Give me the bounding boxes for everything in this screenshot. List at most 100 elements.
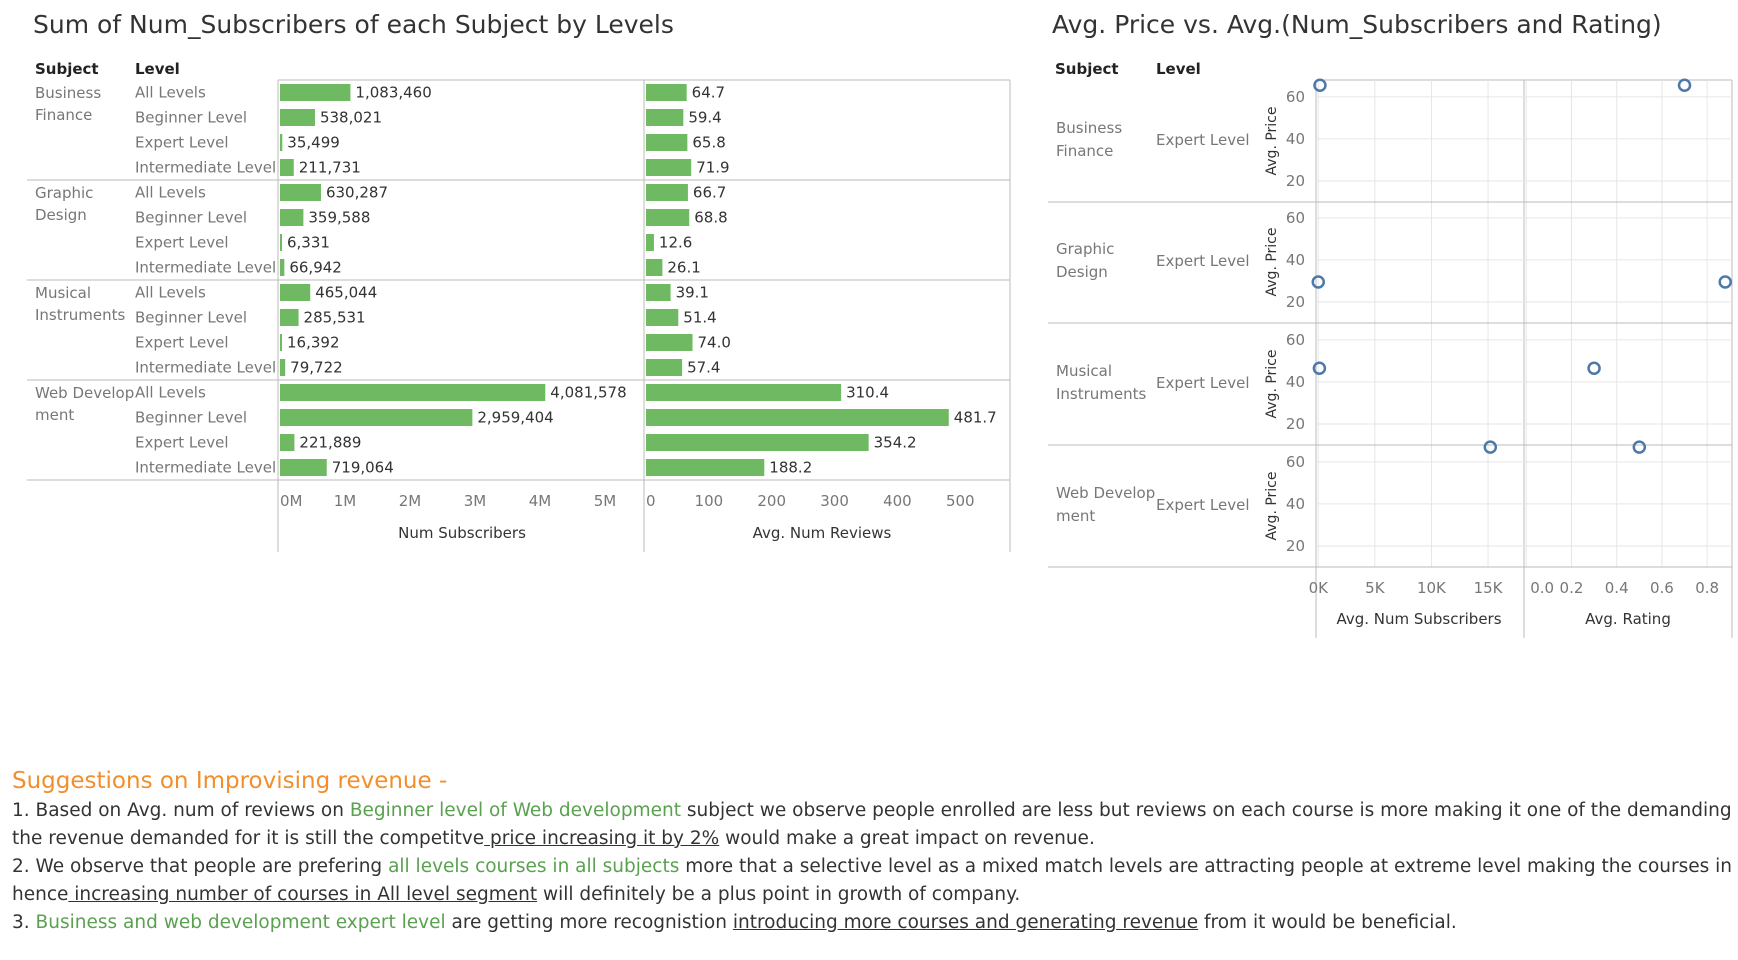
underline-increase-courses: increasing number of courses in All leve… xyxy=(68,884,538,905)
subscribers-value-label: 630,287 xyxy=(326,184,388,202)
subscribers-tick-label: 3M xyxy=(464,492,487,510)
reviews-value-label: 481.7 xyxy=(954,409,997,427)
suggestion-2-line-2: hence increasing number of courses in Al… xyxy=(12,884,1021,905)
reviews-bar xyxy=(646,409,949,426)
scatter-x-tick-label: 10K xyxy=(1417,579,1447,597)
reviews-bar xyxy=(646,459,765,476)
scatter-point-rating xyxy=(1718,275,1732,289)
scatter-x-tick-label: 0.6 xyxy=(1650,579,1674,597)
scatter-y-tick-label: 60 xyxy=(1286,88,1305,106)
reviews-value-label: 39.1 xyxy=(676,284,709,302)
scatter-y-tick-label: 20 xyxy=(1286,293,1305,311)
dashboard-charts: Subject Level Business Finance Graphic Design… xyxy=(27,60,1733,638)
subscribers-bar xyxy=(280,459,327,476)
bar-subject-label: Musical xyxy=(35,284,91,302)
scatter-point-subscribers xyxy=(1313,78,1327,93)
scatter-level-label: Expert Level xyxy=(1156,131,1250,149)
subscribers-bar xyxy=(280,234,282,251)
suggestion-1-line-1: 1. Based on Avg. num of reviews on Begin… xyxy=(12,800,1738,821)
bar-level-label: All Levels xyxy=(135,84,206,102)
subscribers-value-label: 465,044 xyxy=(315,284,377,302)
subscribers-bar xyxy=(280,434,295,451)
subscribers-bar xyxy=(280,259,285,276)
scatter-x-tick-label: 0.2 xyxy=(1560,579,1584,597)
subscribers-bar xyxy=(280,184,321,201)
scatter-y-tick-label: 20 xyxy=(1286,415,1305,433)
suggestions-heading: Suggestions on Improvising revenue - xyxy=(12,768,448,794)
subscribers-bar xyxy=(280,159,294,176)
bar-subject-label: ment xyxy=(35,406,74,424)
reviews-bar xyxy=(646,234,654,251)
subscribers-value-label: 285,531 xyxy=(304,309,366,327)
scatter-subject-label: Business xyxy=(1056,119,1122,137)
subscribers-bar xyxy=(280,309,299,326)
suggestions-panel: Suggestions on Improvising revenue - 1. … xyxy=(12,765,1738,937)
subscribers-tick-label: 1M xyxy=(334,492,357,510)
reviews-bar xyxy=(646,159,692,176)
subscribers-value-label: 221,889 xyxy=(299,434,361,452)
scatter-y-tick-label: 40 xyxy=(1286,373,1305,391)
subscribers-value-label: 35,499 xyxy=(287,134,340,152)
reviews-value-label: 26.1 xyxy=(667,259,700,277)
reviews-value-label: 64.7 xyxy=(692,84,725,102)
scatter-y-tick-label: 20 xyxy=(1286,537,1305,555)
subscribers-value-label: 2,959,404 xyxy=(477,409,553,427)
reviews-tick-label: 400 xyxy=(883,492,912,510)
bar-level-label: Beginner Level xyxy=(135,209,247,227)
reviews-value-label: 354.2 xyxy=(874,434,917,452)
highlight-beginner-web: Beginner level of Web development xyxy=(349,800,681,821)
scatter-x-tick-label: 0K xyxy=(1309,579,1330,597)
underline-price-increase: price increasing it by 2% xyxy=(484,828,720,849)
reviews-value-label: 59.4 xyxy=(688,109,721,127)
scatter-y-axis-title: Avg. Price xyxy=(1264,350,1280,419)
bar-level-label: Beginner Level xyxy=(135,409,247,427)
right-chart-title: Avg. Price vs. Avg.(Num_Subscribers and … xyxy=(1052,10,1662,39)
reviews-tick-label: 500 xyxy=(946,492,975,510)
scatter-point-rating xyxy=(1677,78,1692,93)
reviews-bar xyxy=(646,109,684,126)
subscribers-tick-label: 0M xyxy=(280,492,303,510)
bar-subject-label: Web Develop xyxy=(35,384,134,402)
scatter-level-label: Expert Level xyxy=(1156,496,1250,514)
scatter-y-tick-label: 60 xyxy=(1286,209,1305,227)
scatter-point-rating xyxy=(1632,440,1647,454)
bar-header-level: Level xyxy=(135,60,180,78)
reviews-axis-title: Avg. Num Reviews xyxy=(753,524,892,542)
reviews-bar xyxy=(646,334,693,351)
reviews-bar xyxy=(646,84,687,101)
bar-level-label: Expert Level xyxy=(135,234,229,252)
highlight-all-levels: all levels courses in all subjects xyxy=(388,856,680,877)
subscribers-tick-label: 5M xyxy=(594,492,617,510)
scatter-subject-label: Web Develop xyxy=(1056,484,1155,502)
scatter-x-tick-label: 0.4 xyxy=(1605,579,1629,597)
scatter-x-tick-label: 15K xyxy=(1474,579,1504,597)
scatter-x-tick-label: 0.0 xyxy=(1530,579,1554,597)
subscribers-value-label: 16,392 xyxy=(287,334,340,352)
subscribers-axis-title: Num Subscribers xyxy=(398,524,526,542)
bar-level-label: Intermediate Level xyxy=(135,259,276,277)
subscribers-bar xyxy=(280,384,546,401)
reviews-tick-label: 0 xyxy=(646,492,656,510)
scatter-y-tick-label: 40 xyxy=(1286,251,1305,269)
bar-subject-label: Graphic xyxy=(35,184,93,202)
scatter-subject-label: Design xyxy=(1056,263,1108,281)
reviews-tick-label: 300 xyxy=(820,492,849,510)
subscribers-bar xyxy=(280,109,315,126)
scatter-y-tick-label: 20 xyxy=(1286,172,1305,190)
scatter-level-label: Expert Level xyxy=(1156,374,1250,392)
scatter-point-subscribers xyxy=(1312,361,1327,375)
scatter-subject-label: Graphic xyxy=(1056,240,1114,258)
reviews-value-label: 57.4 xyxy=(687,359,720,377)
subscribers-bar xyxy=(280,209,304,226)
suggestion-3-line-1: 3. Business and web development expert l… xyxy=(12,912,1457,933)
subscribers-bar xyxy=(280,84,351,101)
reviews-value-label: 310.4 xyxy=(846,384,889,402)
bar-level-label: Expert Level xyxy=(135,134,229,152)
bar-level-label: Beginner Level xyxy=(135,309,247,327)
reviews-bar xyxy=(646,384,842,401)
reviews-bar xyxy=(646,359,683,376)
scatter-x-axis-title: Avg. Num Subscribers xyxy=(1336,610,1501,628)
bar-level-label: All Levels xyxy=(135,184,206,202)
scatter-x-axis-title: Avg. Rating xyxy=(1585,610,1671,628)
subscribers-value-label: 4,081,578 xyxy=(550,384,626,402)
